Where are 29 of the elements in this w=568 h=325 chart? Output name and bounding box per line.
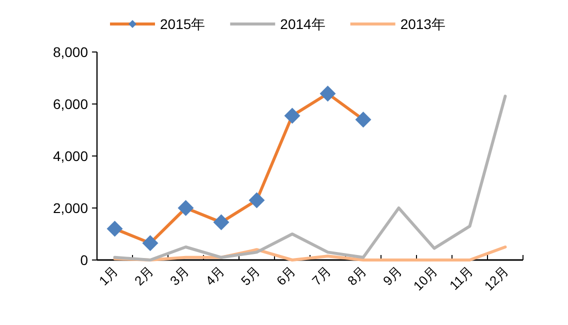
x-tick-label: 12月 (481, 264, 512, 294)
point (284, 108, 300, 124)
x-tick-label: 3月 (166, 264, 192, 288)
y-tick-label: 0 (80, 252, 88, 268)
x-tick-label: 5月 (238, 264, 263, 288)
point (178, 200, 194, 216)
point (213, 214, 230, 230)
x-tick-label: 1月 (96, 264, 121, 288)
point (355, 112, 372, 128)
y-tick-label: 6,000 (52, 96, 88, 112)
x-tick-label: 4月 (202, 264, 228, 288)
x-tick-label: 6月 (273, 264, 298, 288)
x-tick-label: 9月 (380, 264, 405, 288)
y-tick-label: 4,000 (52, 148, 88, 164)
line-series (113, 94, 507, 262)
x-tick-label: 8月 (344, 264, 370, 288)
x-tick-label: 11月 (446, 264, 476, 293)
point (106, 220, 123, 237)
y-tick-label: 2,000 (52, 200, 88, 216)
point (320, 86, 336, 102)
x-tick-label: 10月 (410, 264, 440, 294)
legend-label: 2015年 (160, 16, 206, 32)
x-tick-label: 2月 (131, 264, 156, 288)
point (142, 235, 158, 252)
legend-label: 2013年 (400, 16, 446, 32)
x-tick-label: 7月 (308, 264, 334, 288)
legend-label: 2014年 (280, 16, 326, 32)
point (248, 192, 265, 208)
y-tick-label: 8,000 (52, 44, 88, 60)
